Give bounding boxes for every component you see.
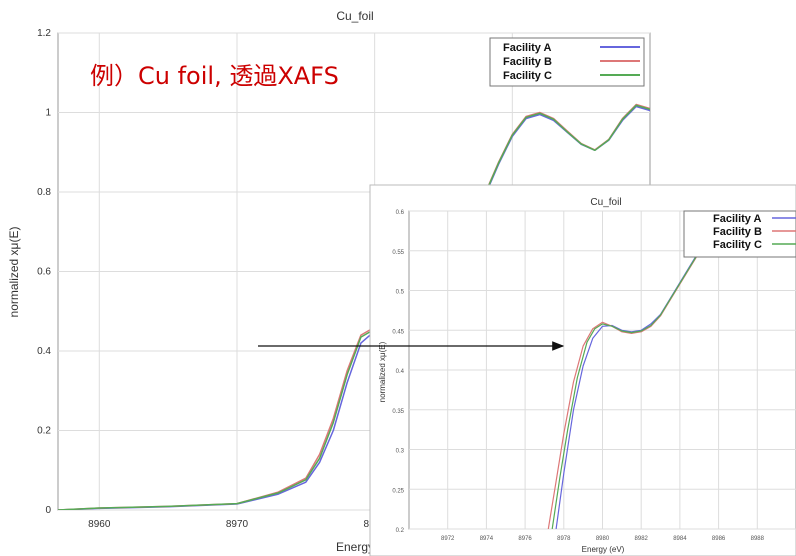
inset-legend: Facility A Facility B Facility C (683, 210, 796, 258)
inset-x-axis-label: Energy (eV) (582, 545, 625, 554)
main-y-tick-label: 0.6 (37, 267, 51, 278)
inset-y-tick-label: 0.4 (396, 369, 405, 375)
inset-legend-label-a: Facility A (713, 213, 762, 225)
inset-y-tick-label: 0.55 (392, 250, 404, 256)
inset-x-tick-label: 8986 (712, 536, 726, 542)
inset-series-lines (547, 233, 710, 529)
inset-y-tick-label: 0.45 (392, 329, 404, 335)
inset-y-tick-label: 0.6 (396, 210, 405, 216)
inset-y-tick-label: 0.5 (396, 290, 405, 296)
inset-grid (409, 210, 796, 530)
inset-y-tick-label: 0.3 (396, 449, 405, 455)
main-y-tick-label: 1.2 (37, 28, 51, 39)
inset-x-tick-label: 8984 (673, 536, 687, 542)
main-y-tick-label: 0.8 (37, 187, 51, 198)
main-legend-label-a: Facility A (503, 42, 552, 54)
inset-series-line-c (551, 233, 710, 529)
inset-legend-label-b: Facility B (713, 226, 762, 238)
annotation-text: 例）Cu foil, 透過XAFS (90, 62, 339, 90)
main-y-axis-label: normalized xμ(E) (7, 227, 21, 318)
main-x-tick-label: 8970 (226, 519, 249, 530)
inset-chart-title: Cu_foil (590, 197, 621, 208)
main-y-tick-label: 0.2 (37, 426, 51, 437)
main-y-tick-label: 1 (45, 108, 51, 119)
main-legend-label-b: Facility B (503, 56, 552, 68)
inset-y-tick-label: 0.25 (392, 488, 404, 494)
inset-x-tick-label: 8972 (441, 536, 455, 542)
main-y-tick-label: 0.4 (37, 346, 51, 357)
inset-tick-labels: 8972 8974 8976 8978 8980 8982 8984 8986 8988 0.2 0… (392, 210, 764, 542)
inset-x-tick-label: 8980 (596, 536, 610, 542)
main-y-tick-label: 0 (45, 505, 51, 516)
inset-y-tick-label: 0.2 (396, 528, 405, 534)
main-x-axis-label: Energy (336, 540, 374, 554)
main-x-tick-label: 8960 (88, 519, 111, 530)
inset-x-tick-label: 8978 (557, 536, 571, 542)
inset-x-tick-label: 8974 (480, 536, 494, 542)
inset-x-tick-label: 8982 (635, 536, 649, 542)
inset-x-tick-label: 8976 (518, 536, 532, 542)
inset-legend-label-c: Facility C (713, 239, 762, 251)
inset-y-tick-label: 0.35 (392, 409, 404, 415)
inset-x-tick-label: 8988 (751, 536, 765, 542)
main-legend: Facility A Facility B Facility C (489, 37, 645, 87)
inset-chart: 8972 8974 8976 8978 8980 8982 8984 8986 8988 0.2 0… (369, 184, 796, 556)
main-chart-title: Cu_foil (336, 9, 373, 23)
main-legend-label-c: Facility C (503, 70, 552, 82)
inset-y-axis-label: normalized xμ(E) (378, 341, 387, 402)
